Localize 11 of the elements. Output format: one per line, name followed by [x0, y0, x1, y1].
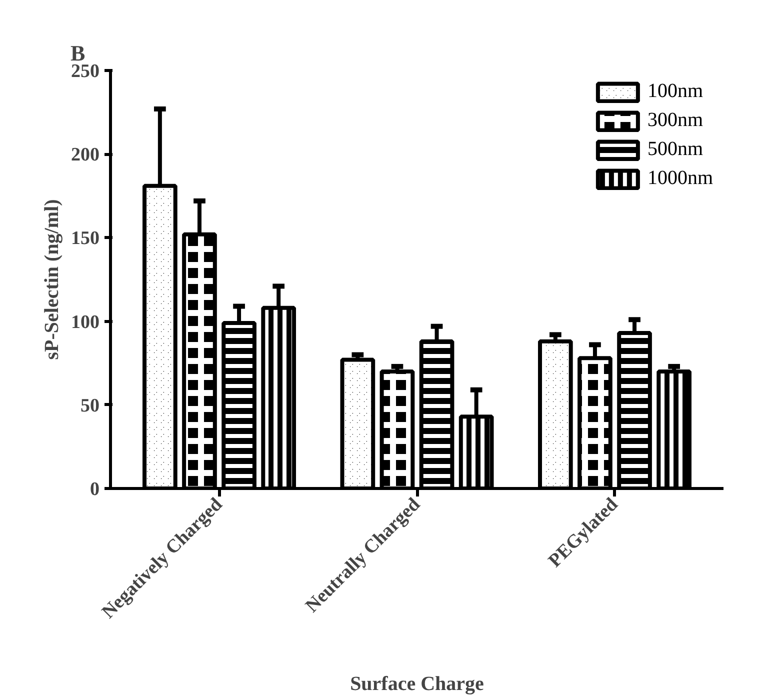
y-tick-label: 0: [90, 479, 100, 500]
legend-label: 1000nm: [647, 167, 713, 190]
legend-label: 500nm: [647, 138, 703, 161]
y-tick-label: 200: [71, 144, 100, 166]
y-tick-label: 100: [71, 312, 100, 333]
y-tick-label: 50: [80, 395, 100, 416]
x-axis-title: Surface Charge: [350, 673, 484, 696]
legend-label: 300nm: [647, 109, 703, 132]
y-tick-label: 150: [71, 228, 100, 250]
legend-label: 100nm: [647, 80, 703, 103]
y-axis-title: sP-Selectin (ng/ml): [41, 199, 63, 360]
